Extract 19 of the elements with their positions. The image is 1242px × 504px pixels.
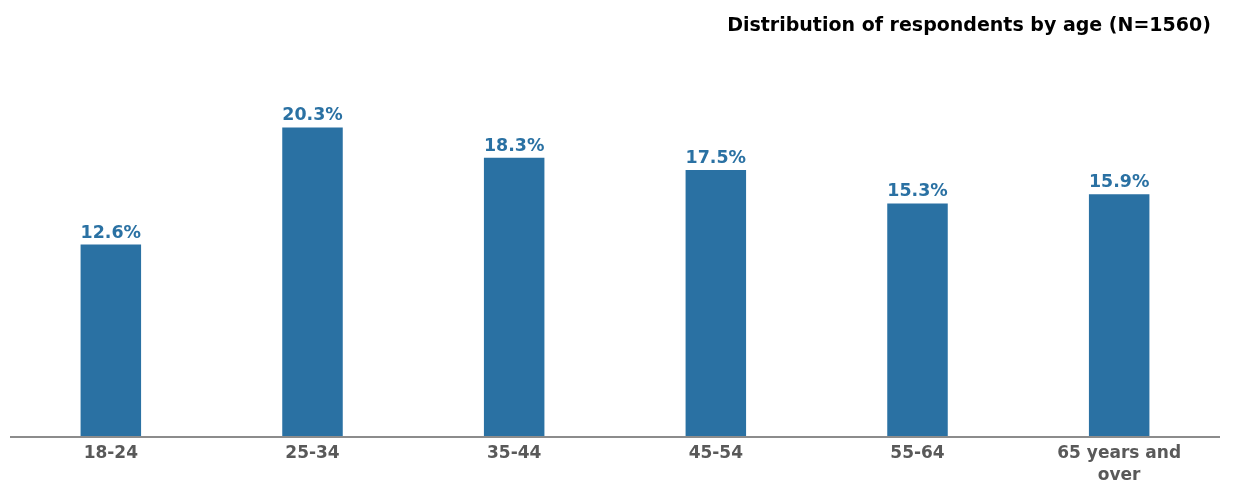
data-label: 15.3% [887,180,948,201]
data-label: 18.3% [483,134,545,155]
x-tick-label: 55-64 [890,442,945,463]
x-tick-label: 35-44 [486,442,542,463]
bar [483,157,545,436]
x-tick-label: 25-34 [285,442,340,463]
bar [282,127,343,436]
x-tick-label: 18-24 [83,442,139,463]
bar [80,244,142,436]
data-label: 20.3% [282,104,343,125]
x-tick-label: 45-54 [688,442,744,463]
bar [1088,194,1150,436]
data-label: 17.5% [685,147,747,168]
data-label: 15.9% [1088,171,1150,192]
chart-title: Distribution of respondents by age (N=1560) [727,12,1211,35]
bar [887,203,948,436]
x-tick-label: 65 years and over [1057,442,1182,485]
data-label: 12.6% [80,221,142,242]
bar [685,170,747,436]
